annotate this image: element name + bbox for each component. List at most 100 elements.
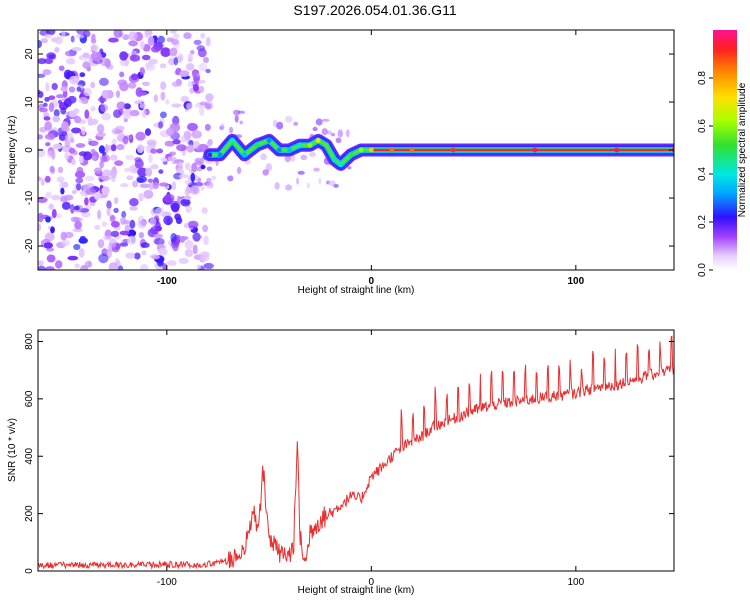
scatter-blob [119, 71, 125, 78]
ridge-point [242, 152, 247, 158]
y-tick-label: 600 [24, 390, 35, 407]
scatter-blob [237, 110, 246, 114]
scatter-blob [237, 166, 242, 175]
y-tick-label: -10 [24, 190, 35, 205]
scatter-blob [99, 160, 104, 169]
scatter-blob [206, 166, 213, 172]
scatter-blob [203, 235, 209, 246]
scatter-blob [124, 60, 129, 67]
scatter-blob [104, 144, 109, 154]
scatter-blob [171, 157, 177, 165]
scatter-blob [64, 152, 70, 161]
scatter-blob [84, 175, 96, 182]
scatter-blob [60, 195, 69, 203]
scatter-blob [90, 81, 96, 89]
scatter-blob [183, 195, 192, 200]
scatter-blob [138, 91, 147, 96]
scatter-blob [300, 154, 308, 161]
y-tick-label: 800 [24, 333, 35, 350]
scatter-blob [141, 109, 147, 118]
scatter-blob [96, 123, 105, 134]
scatter-blob [60, 107, 67, 115]
scatter-blob [120, 216, 127, 225]
scatter-blob [128, 40, 138, 47]
ridge-point [266, 138, 272, 143]
scatter-blob [82, 61, 91, 69]
scatter-blob [188, 52, 193, 63]
scatter-blob [180, 198, 191, 207]
scatter-blob [139, 67, 145, 76]
scatter-blob [122, 135, 129, 145]
scatter-blob [116, 144, 125, 151]
scatter-blob [126, 175, 134, 181]
scatter-blob [175, 78, 182, 86]
scatter-blob [38, 39, 42, 49]
scatter-blob [58, 65, 65, 71]
scatter-blob [169, 47, 178, 56]
colorbar-label: Normalized spectral amplitude [737, 82, 748, 217]
scatter-blob [48, 203, 54, 210]
scatter-blob [51, 82, 58, 91]
scatter-blob [87, 260, 92, 267]
scatter-blob [321, 128, 328, 136]
scatter-blob [44, 96, 50, 102]
scatter-blob [44, 33, 52, 39]
scatter-blob [125, 252, 136, 259]
scatter-blob [160, 47, 171, 58]
y-tick-label: 10 [24, 96, 35, 108]
scatter-blob [129, 219, 136, 229]
scatter-blob [166, 260, 177, 266]
scatter-blob [129, 198, 139, 207]
scatter-blob [145, 167, 153, 177]
scatter-blob [76, 183, 82, 191]
x-tick-label: -100 [157, 577, 177, 588]
scatter-blob [211, 175, 217, 181]
scatter-blob [68, 147, 76, 154]
scatter-blob [158, 247, 168, 256]
scatter-blob [189, 87, 195, 94]
scatter-blob [193, 76, 200, 85]
scatter-blob [119, 230, 130, 236]
scatter-blob [125, 154, 135, 161]
scatter-blob [85, 183, 95, 189]
scatter-blob [160, 91, 166, 101]
scatter-blob [198, 62, 208, 72]
scatter-blob [164, 140, 175, 147]
scatter-blob [144, 30, 150, 38]
scatter-blob [132, 180, 139, 188]
colorbar-tick-label: 0.2 [697, 215, 708, 229]
colorbar-ticks: 0.0 0.2 0.4 0.6 0.8 [697, 71, 713, 277]
scatter-blob [141, 81, 151, 87]
ridge-point [338, 162, 344, 167]
scatter-blob [321, 118, 330, 122]
y-tick-label: 20 [24, 48, 35, 60]
x-tick-label: 0 [369, 276, 375, 287]
scatter-blob [184, 179, 192, 186]
scatter-blob [38, 148, 46, 158]
scatter-blob [61, 30, 66, 39]
scatter-blob [75, 34, 85, 39]
scatter-blob [74, 263, 80, 269]
snr-panel: -100 0 100 0 200 400 600 800 Height of straigh… [7, 329, 675, 596]
scatter-blob [52, 143, 63, 150]
scatter-blob [234, 114, 239, 123]
scatter-blob [155, 207, 165, 217]
scatter-blob [187, 122, 198, 132]
scatter-blob [128, 31, 138, 41]
scatter-blob [333, 183, 339, 188]
scatter-blob [101, 112, 111, 121]
scatter-blob [73, 115, 82, 124]
scatter-blob [74, 170, 86, 179]
scatter-blob [138, 99, 143, 104]
scatter-blob [178, 236, 186, 243]
scatter-blob [139, 183, 151, 189]
top-x-axis: -100 0 100 [157, 30, 585, 287]
scatter-blob [165, 99, 170, 105]
ridge-point [307, 142, 313, 148]
scatter-blob [76, 86, 82, 92]
scatter-blob [139, 103, 146, 109]
scatter-blob [72, 228, 83, 233]
scatter-blob [44, 133, 56, 140]
scatter-blob [38, 73, 46, 78]
